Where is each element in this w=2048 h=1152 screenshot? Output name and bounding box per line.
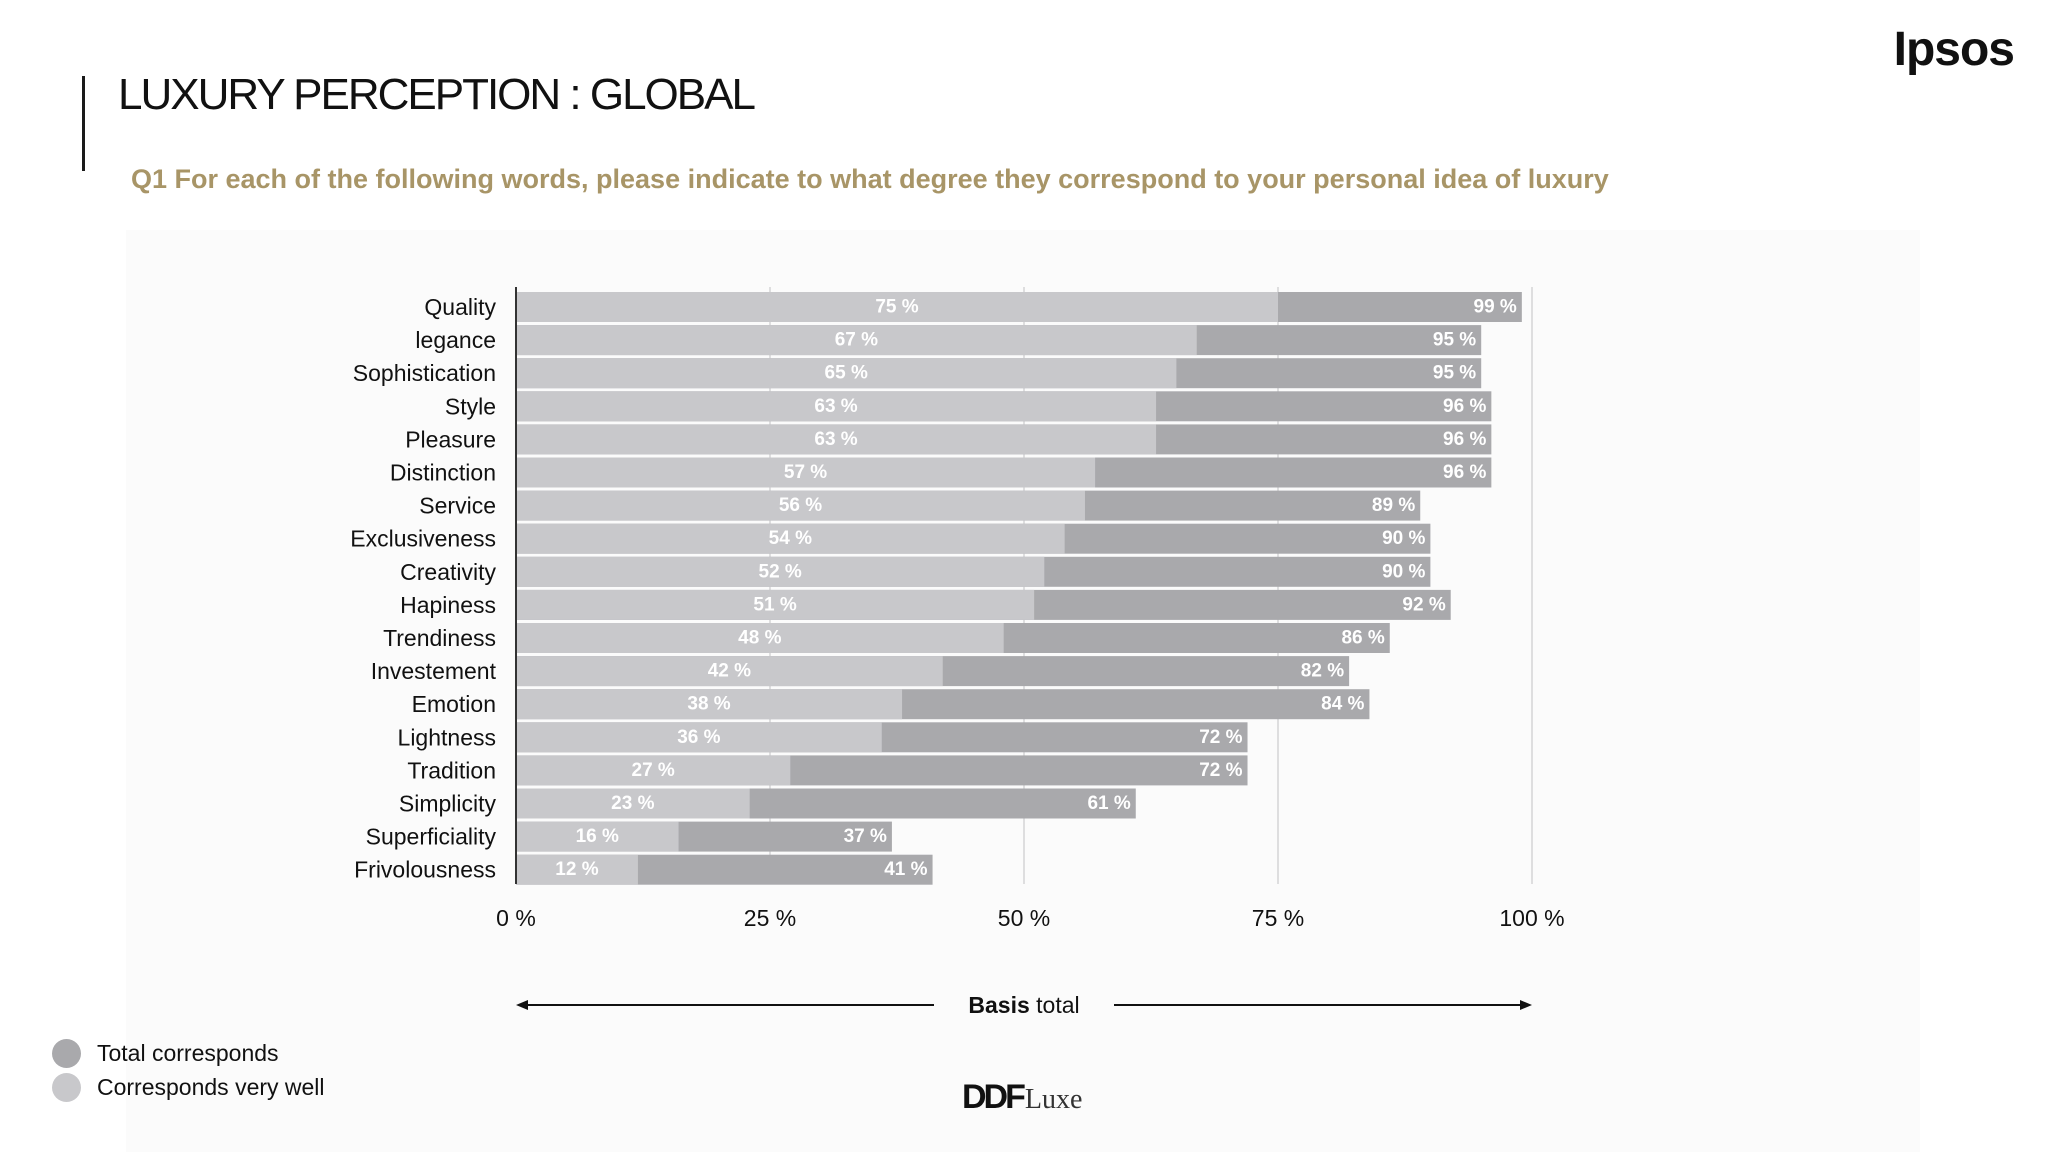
data-label-total: 82 % [1301, 661, 1344, 682]
bar-very-well-15 [516, 788, 750, 819]
category-label: Exclusiveness [350, 526, 496, 552]
legend-swatch-total [52, 1038, 81, 1068]
bar-very-well-3 [516, 391, 1157, 422]
data-label-total: 41 % [884, 859, 927, 880]
ddf-logo-text: DDF [962, 1078, 1026, 1116]
category-label: Distinction [390, 460, 496, 486]
bar-very-well-5 [516, 457, 1096, 488]
axis-caption-rest: total [1030, 992, 1080, 1018]
bar-very-well-9 [516, 589, 1035, 620]
category-label: Quality [424, 294, 496, 320]
data-label-total: 72 % [1199, 760, 1242, 781]
axis-caption-bold: Basis [968, 992, 1029, 1018]
bar-very-well-8 [516, 556, 1045, 587]
category-label: Style [445, 393, 496, 419]
legend-label-total: Total corresponds [97, 1039, 279, 1066]
data-label-very-well: 12 % [555, 859, 598, 880]
category-label: Creativity [400, 559, 496, 585]
data-label-total: 89 % [1372, 495, 1415, 516]
data-label-total: 95 % [1433, 363, 1476, 384]
ipsos-logo: Ipsos [1893, 23, 2015, 76]
bar-very-well-7 [516, 523, 1065, 554]
category-label: Emotion [412, 691, 496, 717]
bar-very-well-17 [516, 854, 638, 885]
legend-swatch-very-well [52, 1072, 81, 1102]
data-label-very-well: 75 % [875, 297, 918, 318]
x-tick-label: 0 % [496, 905, 536, 931]
data-label-total: 86 % [1341, 628, 1384, 649]
x-tick-label: 75 % [1252, 905, 1304, 931]
x-tick-label: 25 % [744, 905, 796, 931]
bar-very-well-6 [516, 490, 1085, 521]
category-label: Tradition [407, 757, 496, 783]
category-label: Hapiness [400, 592, 496, 618]
data-label-very-well: 67 % [835, 330, 878, 351]
data-label-very-well: 38 % [687, 694, 730, 715]
category-label: Service [419, 493, 496, 519]
legend-item-very-well: Corresponds very well [52, 1070, 325, 1104]
data-label-total: 90 % [1382, 561, 1425, 582]
x-tick-label: 50 % [998, 905, 1050, 931]
category-label: Sophistication [353, 360, 496, 386]
bar-very-well-2 [516, 358, 1177, 389]
category-label: Simplicity [399, 791, 497, 817]
bar-very-well-11 [516, 656, 943, 687]
legend: Total corresponds Corresponds very well [52, 1036, 325, 1104]
arrow-right-icon [1520, 1000, 1532, 1010]
legend-label-very-well: Corresponds very well [97, 1073, 325, 1100]
category-label: Pleasure [405, 426, 496, 452]
arrow-left-icon [516, 1000, 528, 1010]
data-label-very-well: 54 % [769, 528, 812, 549]
data-label-very-well: 48 % [738, 628, 781, 649]
data-label-very-well: 51 % [753, 594, 796, 615]
bar-very-well-16 [516, 821, 679, 852]
data-label-very-well: 36 % [677, 727, 720, 748]
page-title: LUXURY PERCEPTION : GLOBAL [118, 70, 756, 119]
data-label-very-well: 42 % [708, 661, 751, 682]
data-label-total: 95 % [1433, 330, 1476, 351]
bar-very-well-12 [516, 689, 903, 720]
data-label-total: 61 % [1087, 793, 1130, 814]
bar-very-well-13 [516, 722, 882, 753]
data-label-very-well: 23 % [611, 793, 654, 814]
bar-very-well-1 [516, 325, 1197, 356]
data-label-total: 84 % [1321, 694, 1364, 715]
x-tick-label: 100 % [1499, 905, 1564, 931]
data-label-total: 96 % [1443, 429, 1486, 450]
ddf-luxe-logo: DDFLuxe [962, 1078, 1082, 1117]
axis-caption: Basis total [968, 992, 1079, 1018]
category-label: Superficiality [366, 824, 497, 850]
data-label-total: 92 % [1402, 594, 1445, 615]
data-label-very-well: 63 % [814, 429, 857, 450]
survey-question: Q1 For each of the following words, plea… [131, 164, 1609, 194]
data-label-very-well: 63 % [814, 396, 857, 417]
data-label-very-well: 16 % [576, 826, 619, 847]
category-label: Investement [371, 658, 497, 684]
category-label: legance [415, 327, 496, 353]
legend-item-total: Total corresponds [52, 1036, 325, 1070]
data-label-very-well: 27 % [632, 760, 675, 781]
data-label-total: 72 % [1199, 727, 1242, 748]
bar-very-well-4 [516, 424, 1157, 455]
data-label-total: 90 % [1382, 528, 1425, 549]
luxe-logo-text: Luxe [1024, 1084, 1083, 1115]
category-label: Frivolousness [354, 857, 496, 883]
category-label: Trendiness [383, 625, 496, 651]
data-label-very-well: 52 % [759, 561, 802, 582]
data-label-total: 96 % [1443, 462, 1486, 483]
data-label-very-well: 65 % [825, 363, 868, 384]
bar-very-well-10 [516, 623, 1004, 653]
data-label-total: 96 % [1443, 396, 1486, 417]
data-label-total: 37 % [844, 826, 887, 847]
data-label-very-well: 57 % [784, 462, 827, 483]
title-accent-bar [82, 76, 85, 171]
data-label-very-well: 56 % [779, 495, 822, 516]
bar-very-well-14 [516, 755, 791, 786]
bar-very-well-0 [516, 292, 1278, 322]
category-label: Lightness [398, 724, 496, 750]
data-label-total: 99 % [1474, 297, 1517, 318]
